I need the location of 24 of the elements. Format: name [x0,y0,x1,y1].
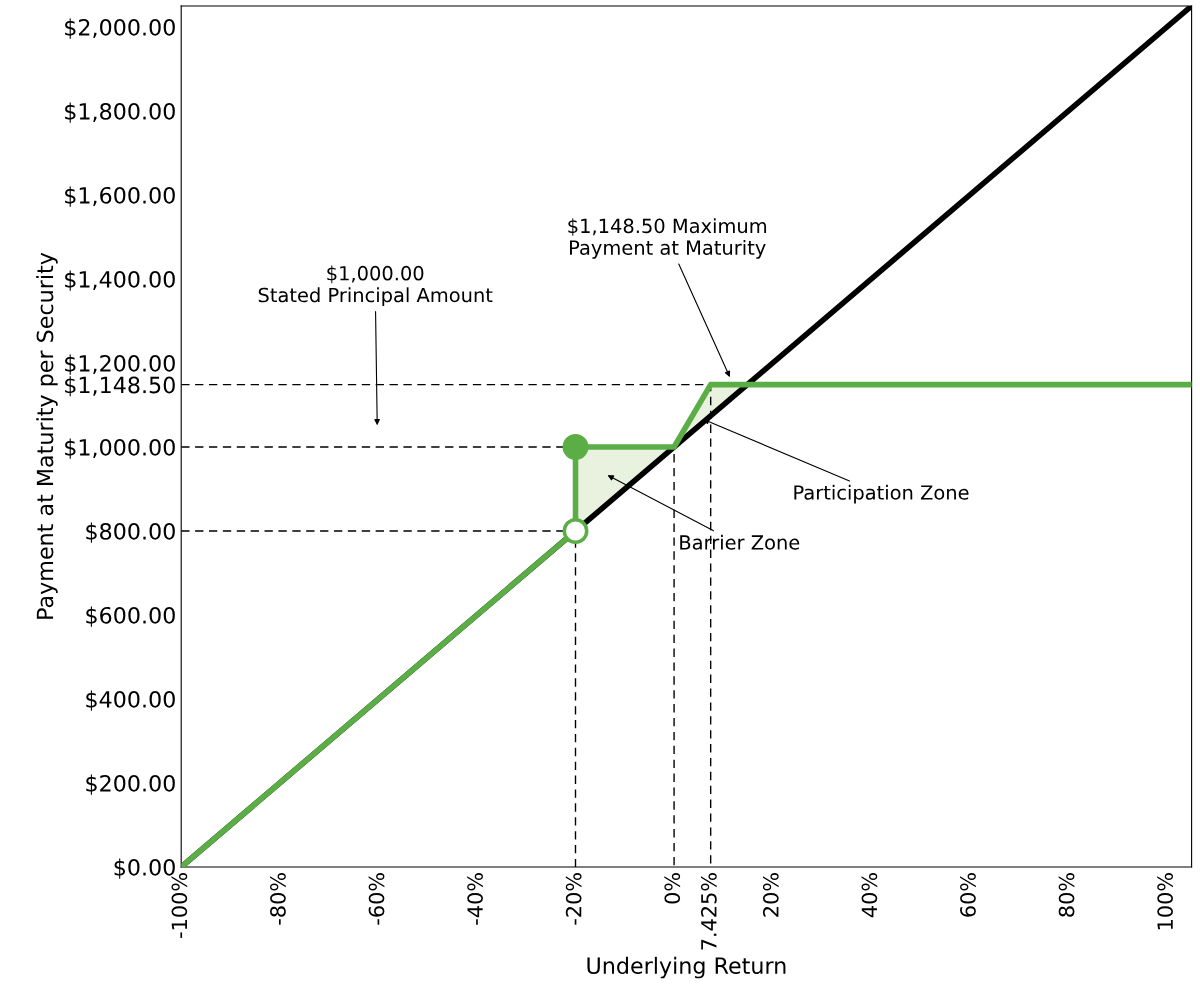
y-tick-label: $1,800.00 [65,102,175,123]
y-tick-label: $1,148.50 [65,376,175,397]
x-tick-label: 20% [762,873,779,917]
y-tick-label: $600.00 [86,606,175,627]
x-tick-label: 7.425% [700,873,717,950]
y-tick-label: $200.00 [86,774,175,795]
y-tick-label: $1,600.00 [65,186,175,207]
y-tick-label: $2,000.00 [65,18,175,39]
y-tick-label: $1,000.00 [65,438,175,459]
x-tick-label: -20% [565,873,582,925]
y-axis-title: Payment at Maturity per Security [36,252,58,619]
x-tick-label: -80% [270,873,286,925]
x-tick-label: 80% [1058,873,1075,917]
x-tick-label: -60% [368,873,385,925]
x-tick-label: 100% [1157,873,1173,930]
x-tick-label: -40% [467,873,483,925]
y-tick-label: $1,200.00 [65,354,175,375]
x-tick-label: 60% [960,873,976,917]
x-tick-label: 40% [861,873,878,918]
x-axis-title: Underlying Return [587,956,786,979]
y-tick-label: $400.00 [86,690,175,711]
y-tick-label: $800.00 [86,522,175,543]
y-tick-label: $1,400.00 [65,270,175,291]
x-tick-label: 0% [664,873,681,904]
